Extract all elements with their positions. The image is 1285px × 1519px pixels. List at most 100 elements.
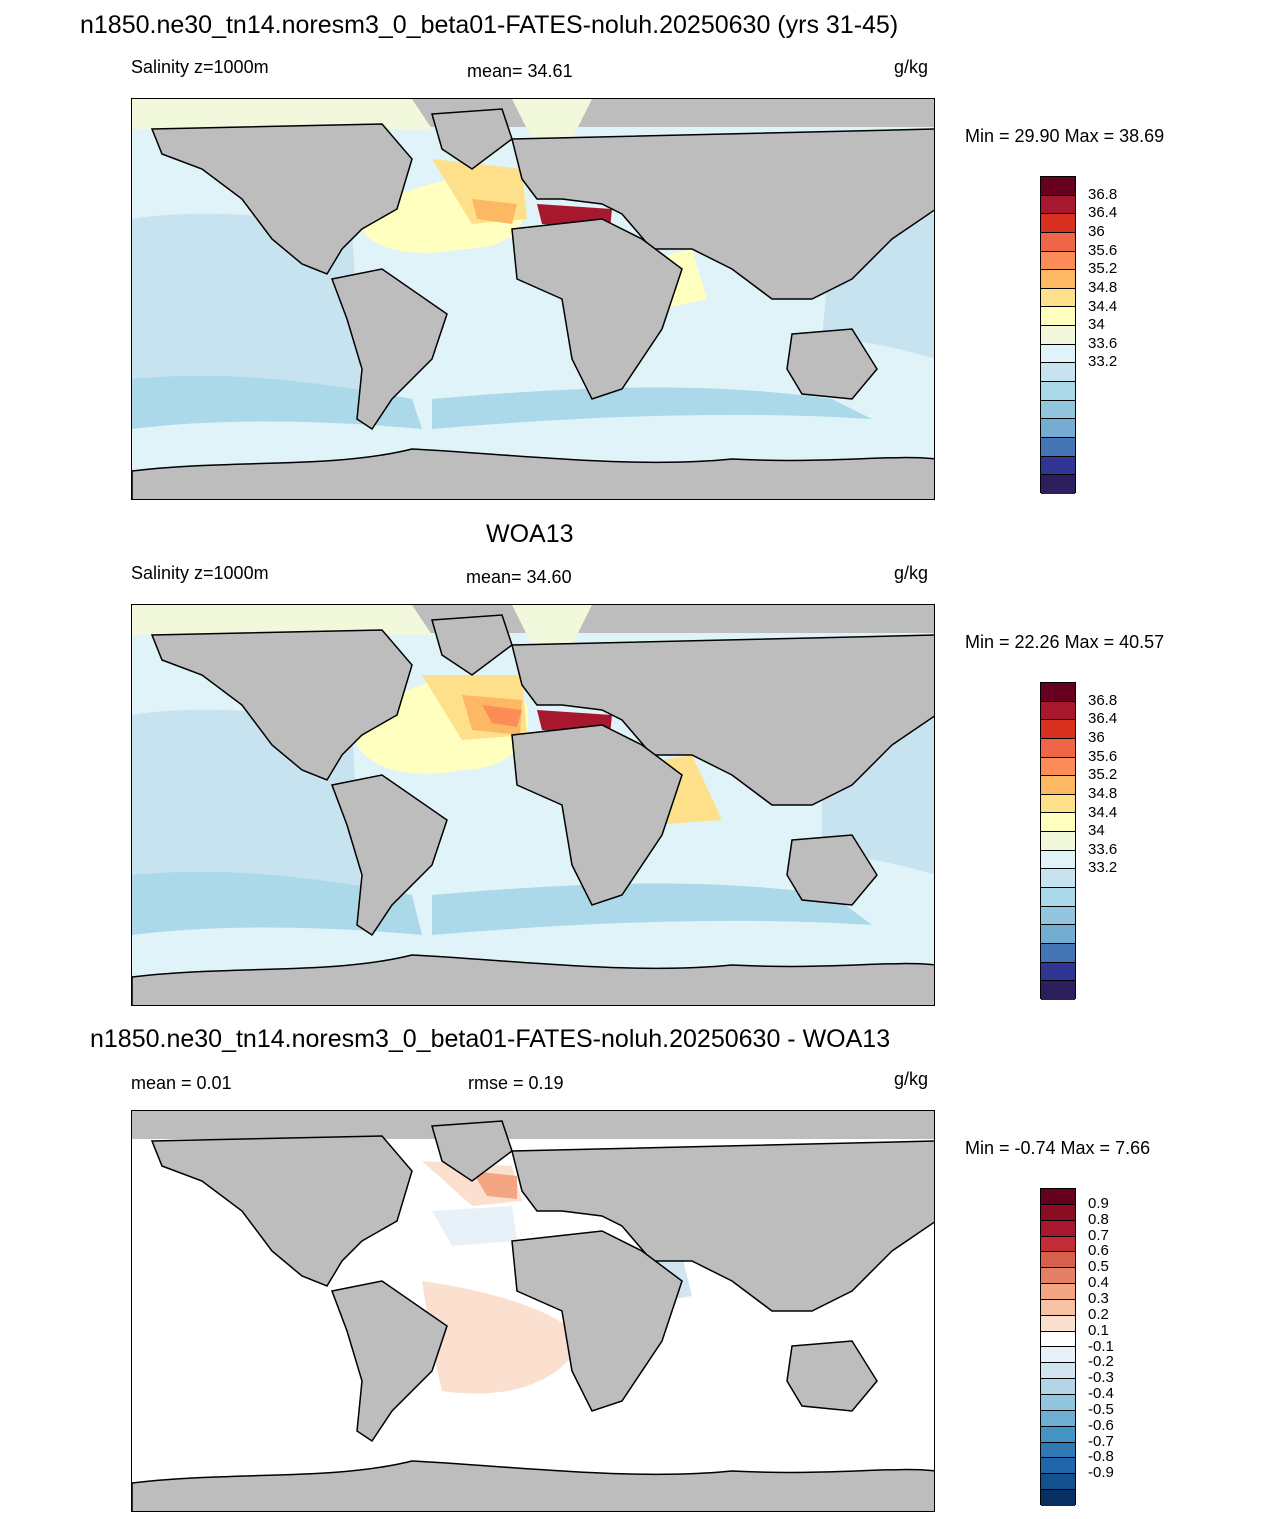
- colorbar-segment: [1041, 326, 1075, 345]
- colorbar-segment: [1041, 1268, 1075, 1285]
- panel1-map: [131, 98, 935, 500]
- panel2-units: g/kg: [894, 563, 929, 583]
- colorbar-tick-label: 0.4: [1088, 1274, 1109, 1292]
- colorbar-tick-label: 36: [1088, 728, 1105, 746]
- colorbar-tick-label: -0.9: [1088, 1464, 1114, 1482]
- colorbar-tick-label: 33.2: [1088, 859, 1118, 877]
- colorbar-segment: [1041, 456, 1075, 476]
- colorbar-tick-label: -0.2: [1088, 1353, 1114, 1371]
- colorbar-segment: [1041, 232, 1075, 252]
- colorbar-segment: [1041, 906, 1075, 926]
- colorbar-tick-label: 34.8: [1088, 278, 1118, 296]
- colorbar-segment: [1041, 475, 1075, 494]
- colorbar-segment: [1041, 195, 1075, 215]
- colorbar-tick-label: 34.4: [1088, 297, 1118, 315]
- panel2-minmax: Min = 22.26 Max = 40.57: [965, 632, 1165, 652]
- colorbar-segment: [1041, 943, 1075, 963]
- colorbar-tick-label: 36.4: [1088, 204, 1118, 222]
- colorbar-tick-label: -0.8: [1088, 1448, 1114, 1466]
- panel2-mean-label: mean= 34.60: [466, 567, 572, 587]
- colorbar-segment: [1041, 1490, 1075, 1506]
- colorbar-tick-label: 36.8: [1088, 691, 1118, 709]
- colorbar-tick-label: 34: [1088, 316, 1105, 334]
- colorbar-tick-label: 0.1: [1088, 1321, 1109, 1339]
- colorbar-segment: [1041, 1252, 1075, 1269]
- colorbar-segment: [1041, 1426, 1075, 1443]
- colorbar-segment: [1041, 832, 1075, 851]
- colorbar-tick-label: 0.7: [1088, 1226, 1109, 1244]
- colorbar-segment: [1041, 400, 1075, 420]
- colorbar-segment: [1041, 701, 1075, 721]
- colorbar-segment: [1041, 1315, 1075, 1332]
- colorbar-segment: [1041, 776, 1075, 795]
- panel2-colorbar: [1040, 682, 1076, 1000]
- panel3-colorbar: [1040, 1188, 1076, 1506]
- colorbar-segment: [1041, 683, 1075, 702]
- panel3-minmax: Min = -0.74 Max = 7.66: [965, 1138, 1151, 1158]
- panel3-units: g/kg: [894, 1069, 929, 1089]
- colorbar-segment: [1041, 1204, 1075, 1221]
- colorbar-tick-label: 0.8: [1088, 1210, 1109, 1228]
- colorbar-segment: [1041, 419, 1075, 438]
- colorbar-segment: [1041, 437, 1075, 457]
- colorbar-tick-label: 0.9: [1088, 1194, 1109, 1212]
- panel2-variable-label: Salinity z=1000m: [131, 563, 269, 583]
- panel2-map: [131, 604, 935, 1006]
- colorbar-segment: [1041, 925, 1075, 944]
- colorbar-segment: [1041, 1442, 1075, 1459]
- colorbar-tick-label: -0.5: [1088, 1400, 1114, 1418]
- colorbar-segment: [1041, 981, 1075, 1000]
- panel3-rmse-label: rmse = 0.19: [468, 1073, 564, 1093]
- colorbar-segment: [1041, 1379, 1075, 1395]
- panel3-title: n1850.ne30_tn14.noresm3_0_beta01-FATES-n…: [90, 1025, 891, 1053]
- colorbar-tick-label: 35.6: [1088, 747, 1118, 765]
- colorbar-tick-label: 34.4: [1088, 803, 1118, 821]
- colorbar-tick-label: 33.2: [1088, 353, 1118, 371]
- panel3-mean-label: mean = 0.01: [131, 1073, 232, 1093]
- colorbar-tick-label: 0.3: [1088, 1289, 1109, 1307]
- colorbar-segment: [1041, 1220, 1075, 1237]
- colorbar-segment: [1041, 1410, 1075, 1427]
- colorbar-segment: [1041, 1284, 1075, 1300]
- colorbar-segment: [1041, 251, 1075, 271]
- colorbar-tick-label: 33.6: [1088, 840, 1118, 858]
- panel1-mean-label: mean= 34.61: [467, 61, 573, 81]
- colorbar-tick-label: -0.7: [1088, 1432, 1114, 1450]
- colorbar-segment: [1041, 214, 1075, 233]
- colorbar-segment: [1041, 720, 1075, 739]
- colorbar-segment: [1041, 307, 1075, 327]
- colorbar-segment: [1041, 1458, 1075, 1475]
- colorbar-segment: [1041, 363, 1075, 383]
- panel1-minmax: Min = 29.90 Max = 38.69: [965, 126, 1165, 146]
- colorbar-tick-label: 35.2: [1088, 766, 1118, 784]
- colorbar-segment: [1041, 344, 1075, 364]
- panel3-map: [131, 1110, 935, 1512]
- colorbar-segment: [1041, 1331, 1075, 1348]
- colorbar-segment: [1041, 757, 1075, 777]
- colorbar-tick-label: 36.8: [1088, 185, 1118, 203]
- colorbar-segment: [1041, 270, 1075, 289]
- colorbar-segment: [1041, 869, 1075, 889]
- colorbar-tick-label: 0.5: [1088, 1258, 1109, 1276]
- colorbar-segment: [1041, 888, 1075, 907]
- colorbar-segment: [1041, 1474, 1075, 1491]
- colorbar-segment: [1041, 1347, 1075, 1364]
- colorbar-tick-label: 36.4: [1088, 710, 1118, 728]
- colorbar-segment: [1041, 1236, 1075, 1253]
- colorbar-tick-label: 34: [1088, 822, 1105, 840]
- panel1-variable-label: Salinity z=1000m: [131, 57, 269, 77]
- colorbar-segment: [1041, 813, 1075, 833]
- colorbar-tick-label: 0.2: [1088, 1305, 1109, 1323]
- colorbar-segment: [1041, 177, 1075, 196]
- colorbar-segment: [1041, 1363, 1075, 1380]
- panel2-title: WOA13: [486, 520, 574, 548]
- colorbar-segment: [1041, 738, 1075, 758]
- colorbar-tick-label: 34.8: [1088, 784, 1118, 802]
- colorbar-segment: [1041, 382, 1075, 401]
- colorbar-tick-label: 35.2: [1088, 260, 1118, 278]
- colorbar-segment: [1041, 288, 1075, 308]
- colorbar-segment: [1041, 850, 1075, 870]
- panel1-colorbar: [1040, 176, 1076, 494]
- colorbar-segment: [1041, 794, 1075, 814]
- colorbar-segment: [1041, 962, 1075, 982]
